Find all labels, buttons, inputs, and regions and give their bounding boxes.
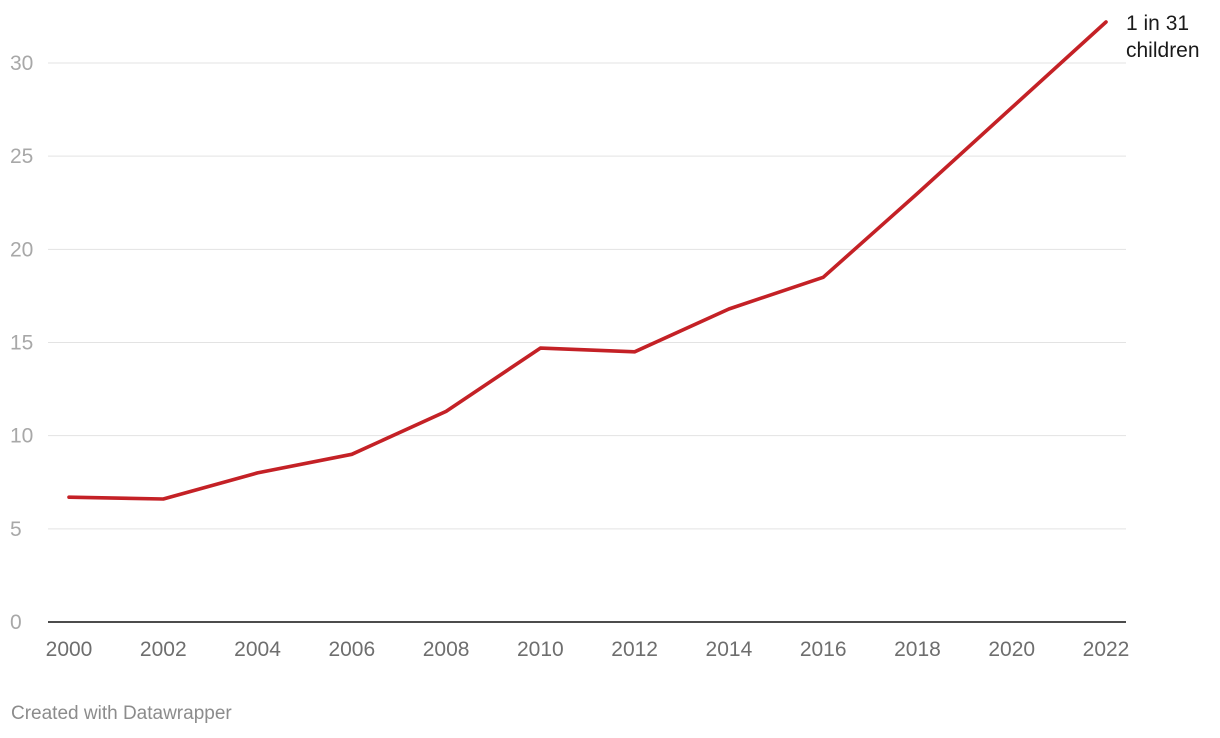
end-annotation-0: 1 in 31 children	[1126, 12, 1200, 62]
series-layer	[67, 20, 1108, 501]
gridlines	[48, 62, 1126, 530]
line-chart: 0 5 10 15 20 25 30 2000 2002 2004 2006 2008 2010 201…	[10, 12, 1200, 661]
credit-text: Created with Datawrapper	[11, 703, 232, 724]
x-tick-label-2020: 2020	[988, 638, 1035, 661]
x-tick-label-2004: 2004	[234, 638, 281, 661]
x-tick-label-2002: 2002	[140, 638, 187, 661]
y-tick-label-10: 10	[10, 425, 33, 448]
x-tick-label-2010: 2010	[517, 638, 564, 661]
y-axis-ticks: 0 5 10 15 20 25 30	[10, 52, 33, 634]
y-tick-label-25: 25	[10, 145, 33, 168]
y-tick-label-15: 15	[10, 332, 33, 355]
annotations: 1 in 31 children	[1126, 12, 1200, 62]
x-tick-label-2012: 2012	[611, 638, 658, 661]
x-tick-label-2022: 2022	[1083, 638, 1130, 661]
x-tick-label-2000: 2000	[46, 638, 93, 661]
x-tick-label-2016: 2016	[800, 638, 847, 661]
end-annotation-line-0: 1 in 31	[1126, 12, 1189, 35]
y-tick-label-30: 30	[10, 52, 33, 75]
x-tick-label-2018: 2018	[894, 638, 941, 661]
x-axis-ticks: 2000 2002 2004 2006 2008 2010 2012 2014 2016 2018…	[46, 638, 1130, 661]
x-tick-label-2014: 2014	[706, 638, 753, 661]
y-tick-label-20: 20	[10, 238, 33, 261]
series-line-0	[67, 20, 1108, 501]
x-tick-label-2008: 2008	[423, 638, 470, 661]
end-annotation-line-1: children	[1126, 39, 1200, 62]
y-tick-label-5: 5	[10, 518, 22, 541]
y-tick-label-0: 0	[10, 611, 22, 634]
x-tick-label-2006: 2006	[328, 638, 375, 661]
